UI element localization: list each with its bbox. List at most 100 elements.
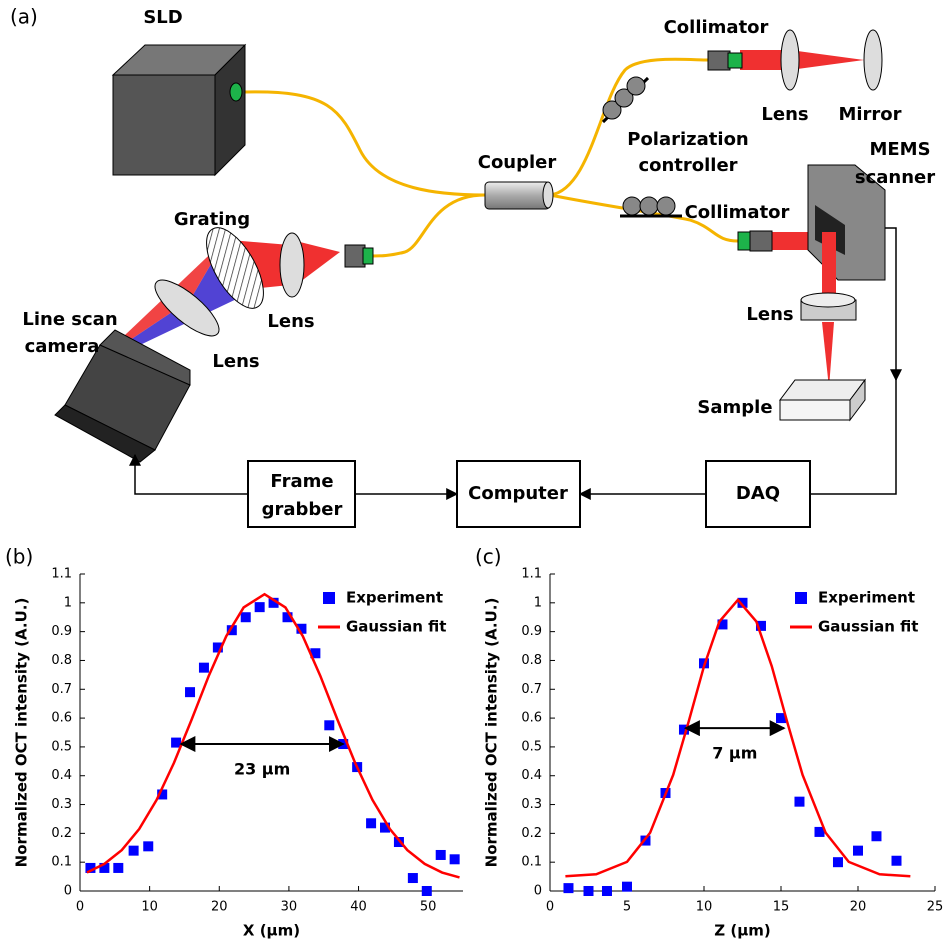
legend-label: Gaussian fit: [346, 618, 446, 636]
point: [601, 886, 612, 896]
x-tick-label: 0: [76, 900, 84, 915]
point: [421, 886, 432, 896]
wire: [129, 453, 248, 495]
point: [212, 642, 223, 653]
point: [776, 713, 786, 724]
point: [832, 857, 843, 868]
point: [85, 862, 96, 873]
panel-label: (b): [5, 545, 33, 569]
wire: [885, 227, 902, 382]
beam: [740, 50, 788, 70]
point: [563, 883, 574, 894]
point: [622, 881, 632, 892]
diagram: (a) SLD Collimator Lens Mirror Polarizat…: [10, 5, 935, 528]
label: grabber: [262, 499, 343, 520]
fiber: [549, 57, 709, 197]
y-tick-label: 0.2: [521, 826, 542, 841]
annotation: 7 μm: [712, 744, 757, 763]
point: [113, 862, 124, 873]
point: [853, 845, 863, 856]
camera-top: [99, 329, 191, 386]
y-tick-label: 0.6: [51, 711, 72, 726]
label: camera: [25, 336, 100, 357]
label: SLD: [143, 7, 182, 28]
point: [435, 849, 446, 860]
x-tick-label: 30: [281, 900, 298, 915]
point: [296, 623, 307, 634]
label: Lens: [746, 304, 793, 325]
wire: [810, 375, 897, 495]
x-tick-label: 10: [141, 900, 158, 915]
chart: 0 0.1 0.2 0.3 0.4 0.5 0.6 0.7 0.8 0.9 1 1.1 0 10 20 30 4…: [5, 545, 463, 940]
label: DAQ: [736, 483, 780, 504]
lens-top: [800, 292, 856, 308]
label: Line scan: [22, 309, 117, 330]
y-tick-label: 0.8: [521, 653, 542, 668]
label: Lens: [212, 351, 259, 372]
beam: [822, 232, 836, 302]
coupler-end: [542, 181, 554, 209]
y-tick-label: 0.4: [51, 768, 72, 783]
point: [717, 619, 728, 630]
y-tick-label: 1: [534, 595, 542, 610]
point: [891, 855, 902, 866]
mirror-shape: [863, 29, 883, 91]
pc-paddle: [602, 100, 622, 120]
y-tick-label: 0.1: [51, 855, 72, 870]
label: Lens: [267, 311, 314, 332]
panel-label: (a): [10, 5, 38, 29]
collimator-tip: [362, 247, 374, 265]
pc-paddle: [656, 196, 676, 216]
point: [226, 625, 237, 636]
point: [814, 826, 825, 837]
label: Polarization: [627, 129, 749, 150]
point: [310, 648, 321, 659]
point: [407, 873, 418, 884]
point: [185, 687, 196, 698]
beam: [790, 50, 864, 70]
y-tick-label: 0.9: [521, 624, 542, 639]
point: [254, 602, 265, 613]
y-tick-label: 0.5: [51, 739, 72, 754]
x-tick-label: 50: [420, 900, 437, 915]
label: Collimator: [685, 202, 790, 223]
point: [794, 796, 805, 807]
y-tick-label: 0.7: [51, 682, 72, 697]
pc-paddle: [622, 196, 642, 216]
sld-port: [229, 82, 243, 102]
y-tick-label: 0.2: [51, 826, 72, 841]
y-tick-label: 1.1: [521, 567, 542, 582]
label: MEMS: [869, 139, 930, 160]
chart: 0 0.1 0.2 0.3 0.4 0.5 0.6 0.7 0.8 0.9 1 1.1 0 5 10 15 20…: [475, 545, 943, 940]
lens: [780, 29, 800, 91]
y-tick-label: 0.3: [51, 797, 72, 812]
legend-label: Experiment: [818, 589, 915, 607]
x-axis-label: X (μm): [243, 922, 300, 940]
label: Mirror: [838, 104, 901, 125]
x-tick-label: 15: [773, 900, 790, 915]
y-axis-label: Normalized OCT intensity (A.U.): [483, 598, 501, 868]
label: scanner: [855, 167, 935, 188]
label: Sample: [697, 397, 772, 418]
y-tick-label: 0.3: [521, 797, 542, 812]
y-tick-label: 0.8: [51, 653, 72, 668]
point: [871, 831, 882, 842]
y-tick-label: 0.7: [521, 682, 542, 697]
legend-label: Experiment: [346, 589, 443, 607]
label: Frame: [270, 471, 333, 492]
lens: [154, 279, 220, 337]
point: [99, 862, 110, 873]
point: [282, 612, 293, 623]
label: Coupler: [478, 152, 557, 173]
point: [380, 822, 391, 833]
x-tick-label: 10: [696, 900, 713, 915]
sample-box: [779, 399, 851, 421]
y-tick-label: 0: [64, 884, 72, 899]
y-axis-label: Normalized OCT intensity (A.U.): [13, 598, 31, 868]
point: [198, 662, 209, 673]
pc-paddle: [626, 76, 646, 96]
point: [157, 789, 168, 800]
point: [737, 597, 748, 608]
x-tick-label: 25: [927, 900, 944, 915]
y-tick-label: 0.1: [521, 855, 542, 870]
